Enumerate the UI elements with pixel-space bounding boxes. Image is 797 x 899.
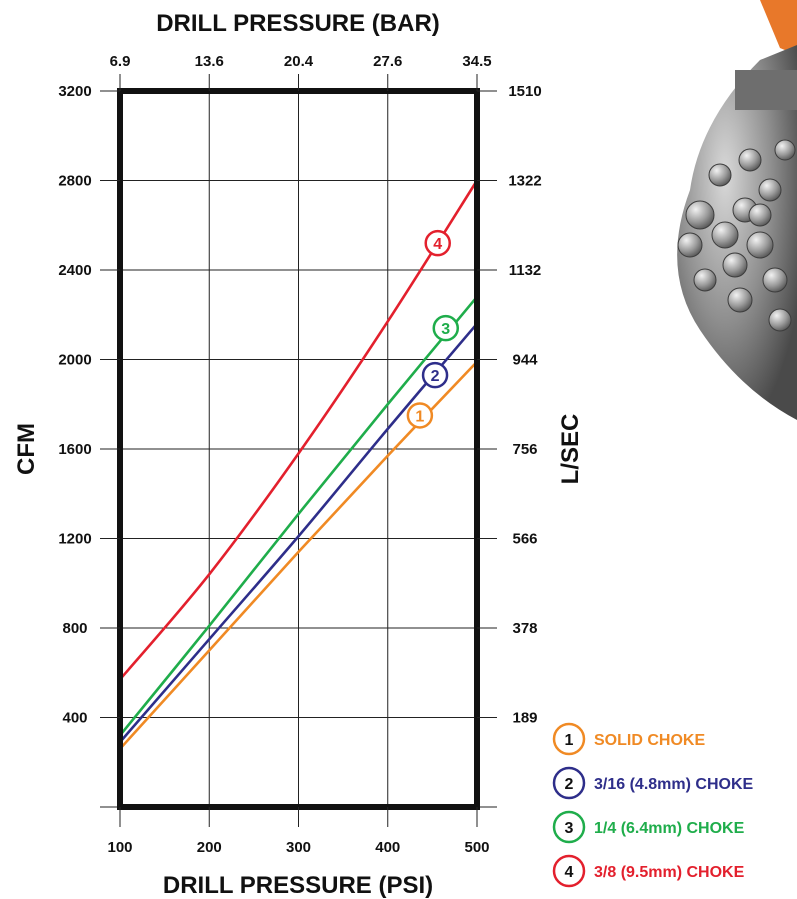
legend-marker-label: 1: [565, 732, 574, 749]
drill-bit-button: [693, 268, 717, 292]
legend-label: 3/16 (4.8mm) CHOKE: [594, 776, 753, 793]
series-line-2: [119, 322, 478, 743]
y2-tick-label: 1322: [508, 173, 541, 190]
drill-bit-button: [774, 139, 796, 161]
legend-marker-circle: [552, 854, 586, 888]
y2-axis-title: L/SEC: [557, 414, 584, 485]
series-marker-3: 3: [432, 314, 460, 342]
legend-marker-circle: [552, 766, 586, 800]
series-marker-circle: [424, 229, 451, 257]
x-tick-label: 300: [286, 839, 311, 856]
drill-bit-button: [708, 163, 732, 187]
y-tick-label: 3200: [58, 83, 91, 100]
drill-bit-button: [727, 287, 753, 313]
y-tick-label: 2000: [58, 352, 91, 369]
chart-title: DRILL PRESSURE (BAR): [156, 10, 440, 37]
series-marker-circle: [432, 314, 460, 342]
drill-bit-button: [677, 232, 703, 258]
y2-tick-label: 378: [512, 620, 537, 637]
series-marker-label: 4: [433, 236, 442, 253]
x-tick-label: 200: [197, 839, 222, 856]
y-tick-label: 400: [62, 710, 87, 727]
series-marker-label: 3: [441, 321, 450, 338]
series-marker-circle: [421, 361, 449, 389]
legend-marker-label: 3: [565, 820, 574, 837]
y2-tick-label: 1510: [508, 83, 541, 100]
series-markers: 1 2 3 4: [406, 229, 460, 429]
gridlines: [100, 90, 497, 808]
x-axis-title: DRILL PRESSURE (PSI): [163, 872, 433, 899]
legend-label: 3/8 (9.5mm) CHOKE: [594, 864, 745, 881]
x-tick-label: 400: [375, 839, 400, 856]
x-top-tick-label: 27.6: [373, 53, 402, 70]
y-tick-label: 800: [62, 620, 87, 637]
y-tick-label: 2400: [58, 262, 91, 279]
drill-bit-button: [768, 308, 792, 332]
y2-tick-label: 189: [512, 710, 537, 727]
legend-marker-label: 2: [565, 776, 574, 793]
drill-bit-button: [762, 267, 788, 293]
x-top-tick-label: 20.4: [284, 53, 314, 70]
series-marker-label: 1: [415, 408, 424, 425]
series-marker-2: 2: [421, 361, 449, 389]
legend: 1 SOLID CHOKE 2 3/16 (4.8mm) CHOKE 3 1/4 (6.4…: [552, 722, 753, 888]
y2-tick-label: 1132: [509, 262, 542, 279]
drill-bit-button: [685, 200, 715, 230]
drill-bit-button: [748, 203, 772, 227]
legend-item-1: 1 SOLID CHOKE: [552, 722, 705, 756]
series-marker-label: 2: [431, 368, 440, 385]
x-tick-label: 100: [107, 839, 132, 856]
drill-bit-button: [711, 221, 739, 249]
x-top-tick-label: 13.6: [195, 53, 224, 70]
x-tick-label: 500: [464, 839, 489, 856]
legend-marker-circle: [552, 722, 586, 756]
series-marker-4: 4: [424, 229, 451, 257]
series-marker-circle: [406, 402, 434, 429]
legend-label: 1/4 (6.4mm) CHOKE: [594, 820, 745, 837]
drill-bit-button: [722, 252, 748, 278]
y-tick-label: 1200: [58, 531, 91, 548]
series-line-3: [118, 296, 478, 737]
y2-tick-label: 566: [512, 531, 537, 548]
series-line-4: [119, 179, 479, 681]
legend-item-3: 3 1/4 (6.4mm) CHOKE: [552, 810, 745, 844]
y2-tick-label: 944: [512, 352, 538, 369]
x-top-tick-label: 6.9: [110, 53, 131, 70]
drill-bit-button: [758, 178, 782, 202]
drill-bit-button: [738, 148, 762, 172]
tick-labels: 4008001200160020002400280032001893785667…: [58, 53, 541, 856]
legend-marker-circle: [552, 810, 586, 844]
y-tick-label: 1600: [58, 441, 91, 458]
x-top-tick-label: 34.5: [462, 53, 491, 70]
legend-item-2: 2 3/16 (4.8mm) CHOKE: [552, 766, 753, 800]
y2-tick-label: 756: [512, 441, 537, 458]
y-axis-title: CFM: [13, 423, 40, 475]
legend-label: SOLID CHOKE: [594, 732, 705, 749]
legend-marker-label: 4: [565, 864, 574, 881]
drill-bit-button: [746, 231, 774, 259]
drill-bit-image: [677, 0, 797, 420]
legend-item-4: 4 3/8 (9.5mm) CHOKE: [552, 854, 745, 888]
y-tick-label: 2800: [58, 173, 91, 190]
series-marker-1: 1: [406, 402, 434, 429]
